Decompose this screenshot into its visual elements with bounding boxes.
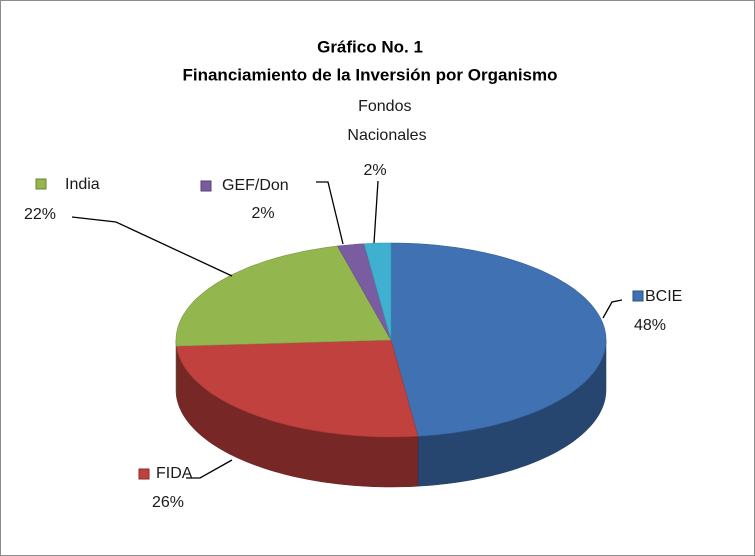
pie-slice xyxy=(337,243,392,341)
category-label: GEF/Don xyxy=(222,177,289,194)
legend-key xyxy=(632,290,644,302)
value-label: 22% xyxy=(24,206,56,223)
legend-key xyxy=(138,468,150,480)
pie-slice xyxy=(390,242,607,437)
pie xyxy=(175,242,607,488)
value-label: 48% xyxy=(634,317,666,334)
legend-key xyxy=(200,180,212,192)
pie-slice xyxy=(363,242,392,341)
chart-subtitle: Financiamiento de la Inversión por Organ… xyxy=(182,65,557,84)
category-label: India xyxy=(65,176,100,193)
value-label: 26% xyxy=(152,494,184,511)
labels: BCIE 48% FIDA 26% India 22% GEF/Don 2% Fondos Na… xyxy=(24,98,682,511)
legend-key xyxy=(35,178,47,190)
category-label: FIDA xyxy=(156,465,193,482)
leader-line xyxy=(373,180,379,244)
leader-line xyxy=(602,299,623,319)
value-label: 2% xyxy=(251,205,274,222)
pie-slice xyxy=(176,339,419,438)
value-label: 2% xyxy=(363,162,386,179)
leader-line xyxy=(71,216,233,277)
chart-title: Gráfico No. 1 xyxy=(317,37,423,56)
leader-line xyxy=(186,459,233,479)
pie-slice xyxy=(175,245,392,347)
category-label: Fondos Nacionales xyxy=(347,98,426,144)
leader-line xyxy=(316,181,344,245)
category-label: BCIE xyxy=(645,288,682,305)
